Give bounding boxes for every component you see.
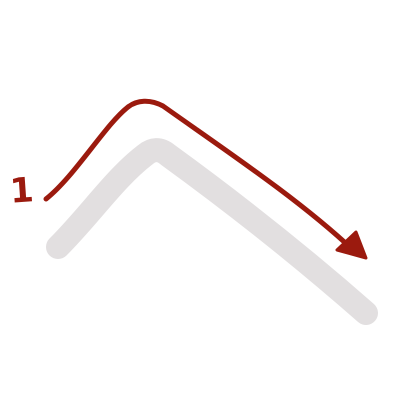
guide-stroke	[46, 138, 378, 325]
direction-arrow-line	[43, 98, 356, 253]
stroke-step-number: 1	[8, 170, 36, 212]
direction-arrowhead	[335, 230, 368, 260]
